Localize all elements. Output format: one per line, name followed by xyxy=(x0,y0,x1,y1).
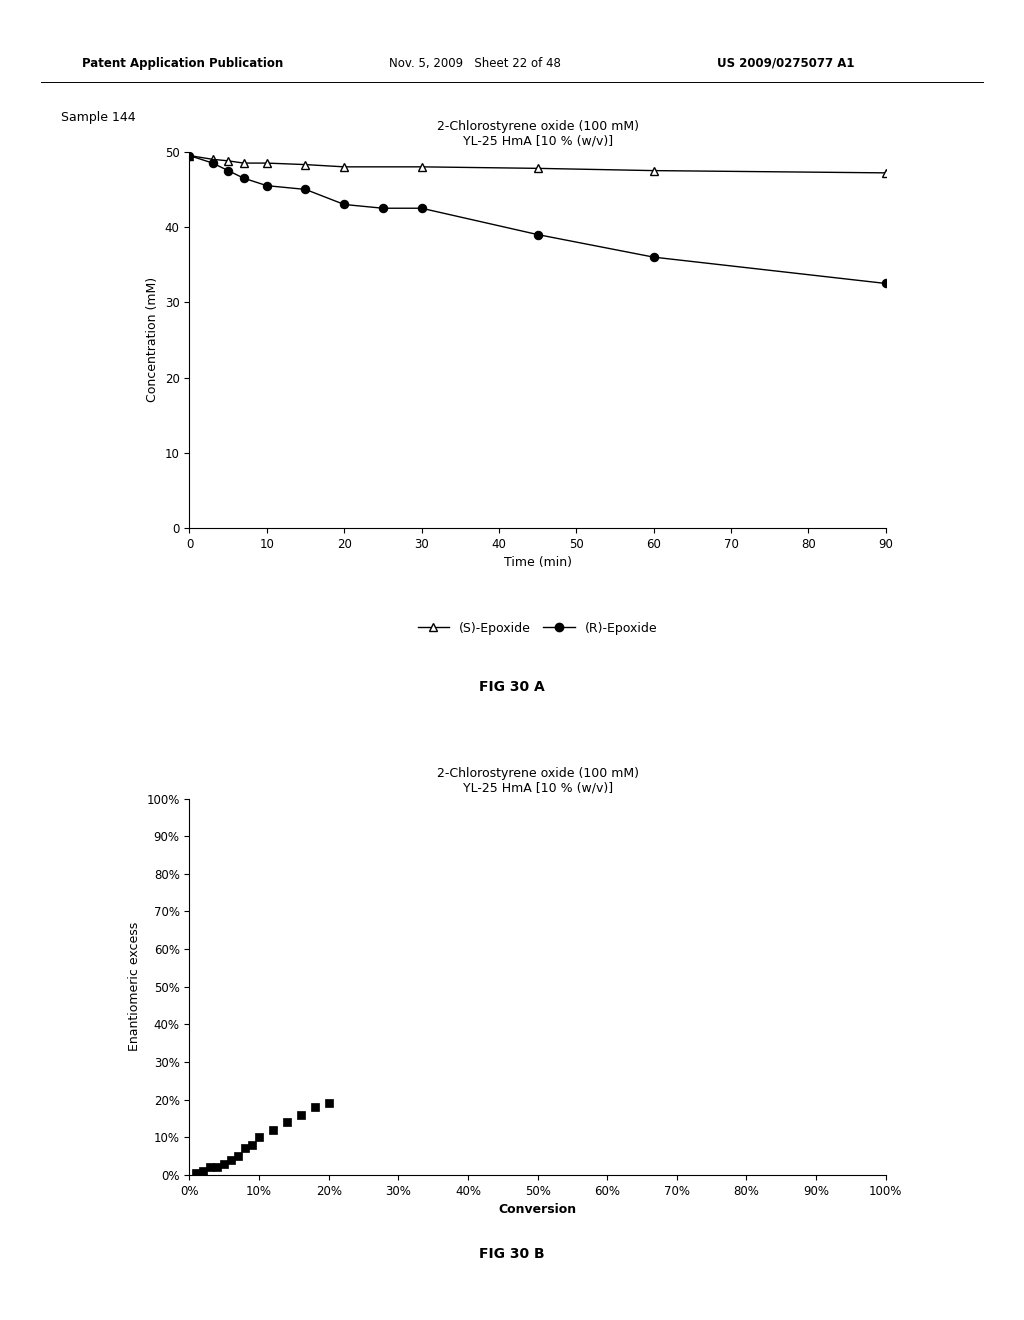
(S)-Epoxide xyxy=(531,161,544,177)
(S)-Epoxide xyxy=(880,165,892,181)
(S)-Epoxide xyxy=(647,162,659,178)
(R)-Epoxide xyxy=(222,162,234,178)
Text: Sample 144: Sample 144 xyxy=(61,111,136,124)
(R)-Epoxide xyxy=(261,178,273,194)
(S)-Epoxide xyxy=(238,156,250,172)
(R)-Epoxide xyxy=(238,170,250,186)
(R)-Epoxide xyxy=(338,197,350,213)
(R)-Epoxide xyxy=(377,201,389,216)
X-axis label: Conversion: Conversion xyxy=(499,1203,577,1216)
(R)-Epoxide xyxy=(416,201,428,216)
(S)-Epoxide xyxy=(261,156,273,172)
Legend: (S)-Epoxide, (R)-Epoxide: (S)-Epoxide, (R)-Epoxide xyxy=(413,616,663,640)
Text: FIG 30 B: FIG 30 B xyxy=(479,1247,545,1262)
(S)-Epoxide xyxy=(299,157,311,173)
Title: 2-Chlorostyrene oxide (100 mM)
YL-25 HmA [10 % (w/v)]: 2-Chlorostyrene oxide (100 mM) YL-25 HmA… xyxy=(436,120,639,148)
Y-axis label: Concentration (mM): Concentration (mM) xyxy=(146,277,160,403)
(S)-Epoxide xyxy=(207,152,219,168)
X-axis label: Time (min): Time (min) xyxy=(504,556,571,569)
Text: FIG 30 A: FIG 30 A xyxy=(479,680,545,694)
(R)-Epoxide xyxy=(531,227,544,243)
(S)-Epoxide xyxy=(338,158,350,174)
Line: (S)-Epoxide: (S)-Epoxide xyxy=(185,152,890,177)
(R)-Epoxide xyxy=(647,249,659,265)
(S)-Epoxide xyxy=(183,148,196,164)
(R)-Epoxide xyxy=(299,182,311,198)
Text: US 2009/0275077 A1: US 2009/0275077 A1 xyxy=(717,57,854,70)
Line: (R)-Epoxide: (R)-Epoxide xyxy=(185,152,890,288)
(R)-Epoxide xyxy=(207,156,219,172)
Y-axis label: Enantiomeric excess: Enantiomeric excess xyxy=(128,923,140,1051)
Text: Patent Application Publication: Patent Application Publication xyxy=(82,57,284,70)
Title: 2-Chlorostyrene oxide (100 mM)
YL-25 HmA [10 % (w/v)]: 2-Chlorostyrene oxide (100 mM) YL-25 HmA… xyxy=(436,767,639,795)
(R)-Epoxide xyxy=(880,276,892,292)
Text: Nov. 5, 2009   Sheet 22 of 48: Nov. 5, 2009 Sheet 22 of 48 xyxy=(389,57,561,70)
(S)-Epoxide xyxy=(416,158,428,174)
(S)-Epoxide xyxy=(222,153,234,169)
(R)-Epoxide xyxy=(183,148,196,164)
